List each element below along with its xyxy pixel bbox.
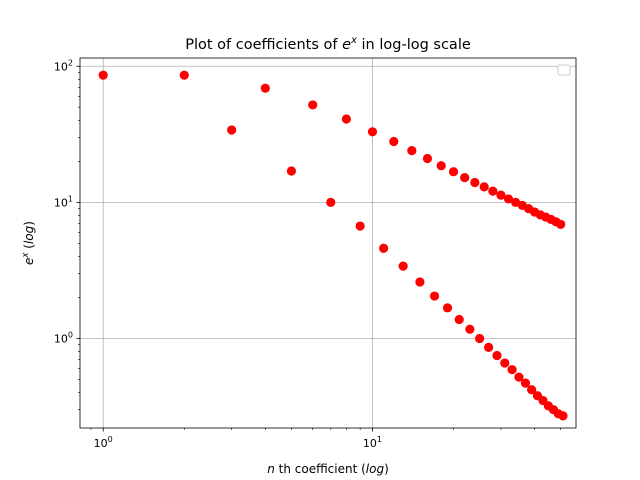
- data-point: [527, 385, 537, 395]
- data-point: [415, 277, 425, 287]
- data-point: [367, 127, 378, 137]
- data-point: [484, 342, 494, 353]
- data-point: [407, 146, 417, 156]
- y-tick-label: 102: [54, 58, 73, 73]
- data-point: [479, 182, 489, 192]
- legend-box: [557, 64, 571, 76]
- data-point: [448, 167, 459, 177]
- data-point: [436, 161, 446, 171]
- data-point: [470, 177, 480, 188]
- data-point: [429, 291, 440, 301]
- data-point: [379, 243, 389, 253]
- axis-ticks: [76, 65, 561, 432]
- chart-title: Plot of coefficients of ex in log-log sc…: [185, 35, 471, 53]
- x-axis-label: n th coefficient (log): [267, 462, 389, 476]
- data-point: [389, 136, 399, 147]
- y-tick-label: 101: [54, 194, 73, 209]
- x-tick-label: 101: [363, 435, 382, 450]
- data-point: [556, 219, 566, 229]
- data-point: [341, 114, 351, 124]
- x-tick-label: 100: [94, 435, 113, 450]
- data-points: [98, 70, 568, 421]
- data-point: [398, 261, 408, 271]
- data-point: [422, 153, 433, 164]
- data-point: [488, 186, 498, 196]
- data-point: [179, 70, 189, 80]
- data-point: [503, 194, 514, 204]
- data-point: [507, 365, 517, 375]
- data-point: [558, 411, 568, 421]
- data-point: [460, 173, 470, 183]
- tick-labels: 100 101 100 101 102: [54, 58, 382, 450]
- y-axis-label: ex (log): [21, 221, 36, 265]
- data-point: [475, 333, 485, 344]
- data-point: [326, 197, 336, 207]
- data-point: [492, 350, 502, 361]
- data-point: [355, 221, 365, 231]
- data-point: [496, 190, 506, 200]
- y-tick-label: 100: [54, 330, 73, 345]
- data-point: [227, 125, 237, 135]
- plot-area-frame: [79, 57, 577, 429]
- data-point: [286, 166, 297, 176]
- data-point: [98, 70, 108, 80]
- data-point: [454, 314, 464, 325]
- data-point: [514, 372, 524, 382]
- grid: [80, 58, 576, 428]
- data-point: [465, 324, 475, 334]
- data-point: [500, 358, 510, 368]
- data-point: [260, 83, 270, 93]
- data-point: [308, 100, 318, 110]
- data-point: [520, 378, 531, 388]
- data-point: [442, 303, 453, 313]
